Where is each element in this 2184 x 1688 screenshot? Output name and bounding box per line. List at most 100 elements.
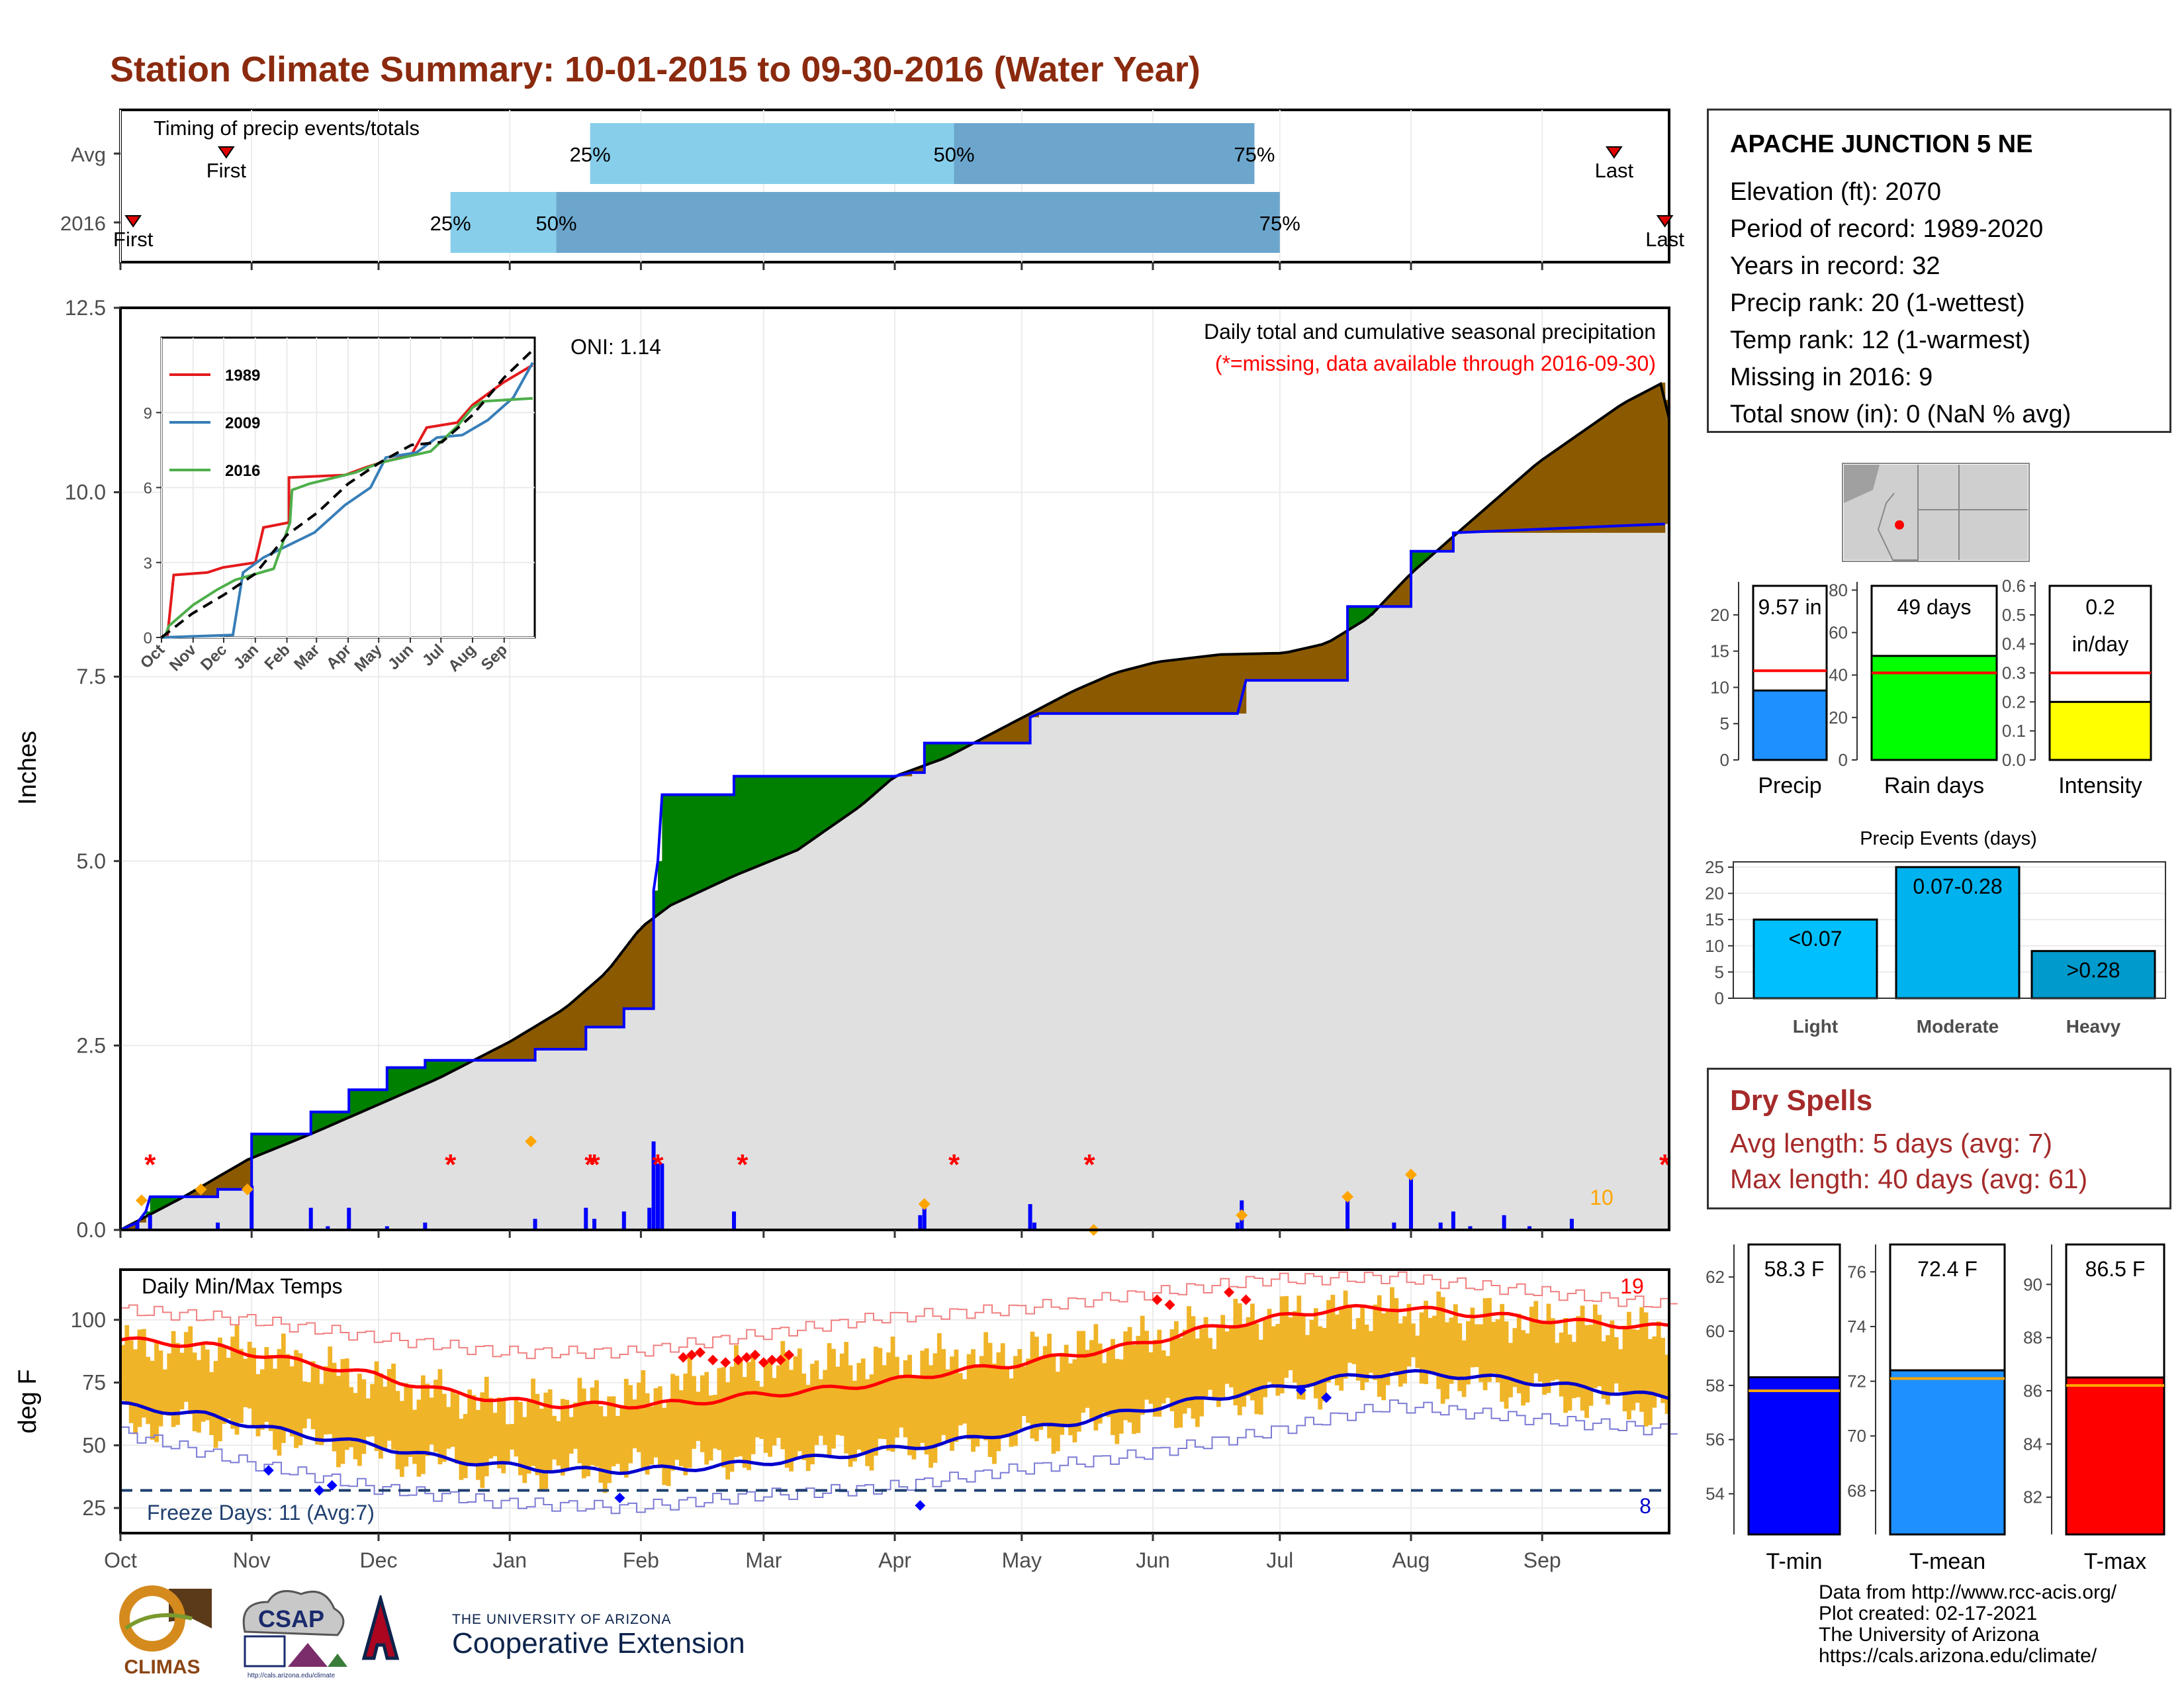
below-normal-fill <box>1567 440 1572 533</box>
below-normal-fill <box>1064 694 1069 714</box>
below-normal-fill <box>539 1022 544 1049</box>
daily-temp-bar <box>1326 1300 1331 1383</box>
daily-temp-bar <box>996 1352 1001 1452</box>
daily-temp-bar <box>839 1353 844 1436</box>
daily-temp-bar <box>619 1405 625 1475</box>
daily-temp-bar <box>416 1399 422 1477</box>
event-marker <box>525 1135 537 1148</box>
below-normal-fill <box>1173 659 1179 714</box>
station-temp-rank: Temp rank: 12 (1-warmest) <box>1730 326 2031 354</box>
above-normal-fill <box>268 1134 273 1150</box>
below-normal-fill <box>1584 428 1590 533</box>
daily-temp-bar <box>992 1363 997 1464</box>
record-high-marker <box>707 1354 719 1366</box>
daily-temp-bar <box>747 1362 752 1470</box>
precip-y-tick-label: 2.5 <box>77 1033 106 1057</box>
temp-summary-bar <box>2065 1376 2165 1536</box>
daily-temp-bar <box>310 1361 316 1429</box>
temp-x-tick-label: Aug <box>1392 1548 1430 1572</box>
daily-precip-bar <box>533 1219 537 1230</box>
below-normal-fill <box>1635 396 1640 533</box>
above-normal-fill <box>1415 551 1420 568</box>
below-normal-fill <box>1385 597 1390 607</box>
above-normal-fill <box>277 1134 282 1147</box>
daily-temp-bar <box>1385 1309 1390 1385</box>
daily-temp-bar <box>1017 1348 1023 1429</box>
below-normal-fill <box>983 737 989 743</box>
daily-temp-bar <box>1563 1318 1568 1413</box>
below-normal-fill <box>1322 643 1327 680</box>
below-normal-fill <box>637 930 641 1009</box>
above-normal-fill <box>772 776 777 860</box>
record-high-marker <box>733 1354 744 1366</box>
daily-temp-bar <box>543 1392 549 1489</box>
below-normal-fill <box>577 996 582 1049</box>
below-normal-fill <box>230 1168 236 1190</box>
inset-y-tick-label: 6 <box>144 480 152 498</box>
daily-temp-bar <box>1106 1348 1111 1417</box>
daily-temp-bar <box>886 1352 891 1451</box>
first-event-marker <box>124 215 142 228</box>
daily-temp-bar <box>213 1360 218 1448</box>
daily-temp-bar <box>1136 1335 1141 1433</box>
below-normal-fill <box>1533 464 1539 533</box>
temp-x-tick-label: Sep <box>1524 1548 1561 1572</box>
daily-temp-bar <box>514 1399 519 1457</box>
below-normal-fill <box>1546 455 1551 533</box>
record-high-marker <box>720 1357 731 1368</box>
below-normal-fill <box>1592 422 1598 533</box>
inset-y-tick-label: 9 <box>144 404 152 422</box>
daily-temp-bar <box>759 1386 764 1439</box>
below-normal-fill <box>1318 645 1323 680</box>
above-normal-fill <box>687 794 692 897</box>
below-normal-fill <box>1042 706 1048 714</box>
below-normal-fill <box>1288 651 1293 680</box>
daily-temp-bar <box>1466 1321 1471 1385</box>
record-high-marker <box>1224 1287 1235 1298</box>
record-low-marker <box>263 1465 274 1476</box>
daily-temp-bar <box>1610 1320 1615 1394</box>
above-normal-fill <box>259 1134 265 1154</box>
season-total-y-tick-label: 0.2 <box>2002 692 2026 712</box>
precip-annotation-title: Daily total and cumulative seasonal prec… <box>1204 320 1656 344</box>
daily-precip-bar <box>1502 1215 1506 1230</box>
below-normal-fill <box>1254 653 1259 680</box>
below-normal-fill <box>615 958 621 1027</box>
daily-temp-bar <box>1068 1363 1073 1436</box>
season-total-category-label: Precip <box>1758 773 1821 798</box>
above-normal-fill <box>747 776 752 870</box>
daily-temp-bar <box>971 1349 976 1452</box>
season-total-y-tick-label: 5 <box>1720 714 1729 733</box>
daily-precip-bar <box>308 1207 313 1230</box>
first-event-label: First <box>206 159 247 182</box>
daily-temp-bar <box>133 1349 138 1434</box>
temp-summary-y-tick-label: 70 <box>1847 1426 1866 1446</box>
below-normal-fill <box>547 1017 553 1049</box>
daily-temp-bar <box>399 1401 404 1477</box>
missing-day-marker: * <box>948 1149 960 1181</box>
above-normal-fill <box>717 794 722 883</box>
above-normal-fill <box>933 743 938 762</box>
below-normal-fill <box>1140 665 1145 714</box>
daily-precip-bar <box>135 1222 140 1230</box>
below-normal-fill <box>611 963 616 1027</box>
below-normal-fill <box>1178 659 1183 714</box>
season-total-y-tick-label: 0.1 <box>2002 721 2026 741</box>
above-normal-fill <box>780 776 786 857</box>
daily-temp-bar <box>907 1354 912 1456</box>
below-normal-fill <box>1250 653 1255 680</box>
above-normal-fill <box>835 776 841 822</box>
above-normal-fill <box>374 1090 379 1105</box>
daily-temp-bar <box>1334 1314 1340 1385</box>
daily-temp-bar <box>226 1358 231 1419</box>
season-total-y-tick-label: 15 <box>1710 641 1729 661</box>
daily-temp-bar <box>552 1415 557 1460</box>
daily-temp-bar <box>945 1369 950 1443</box>
event-marker <box>918 1197 931 1210</box>
daily-temp-bar <box>768 1360 772 1457</box>
daily-temp-bar <box>1246 1317 1251 1396</box>
daily-temp-bar <box>1191 1316 1196 1419</box>
above-normal-fill <box>954 743 959 753</box>
below-normal-fill <box>1191 657 1196 714</box>
above-normal-fill <box>814 776 819 837</box>
